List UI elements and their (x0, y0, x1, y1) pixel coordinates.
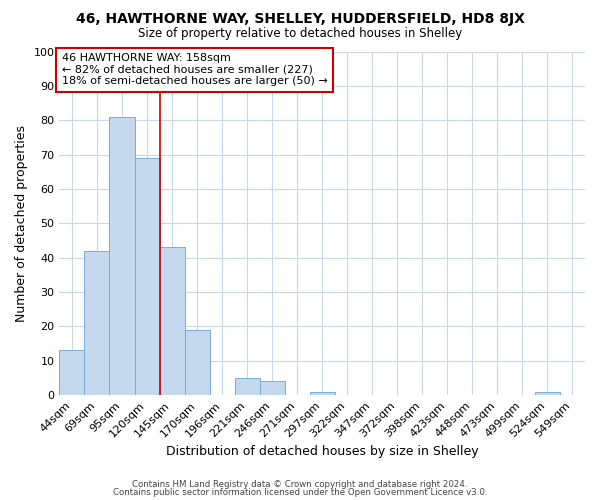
Bar (134, 158, 160, 395)
Text: Contains HM Land Registry data © Crown copyright and database right 2024.: Contains HM Land Registry data © Crown c… (132, 480, 468, 489)
Text: Contains public sector information licensed under the Open Government Licence v3: Contains public sector information licen… (113, 488, 487, 497)
Text: 46 HAWTHORNE WAY: 158sqm
← 82% of detached houses are smaller (227)
18% of semi-: 46 HAWTHORNE WAY: 158sqm ← 82% of detach… (62, 53, 328, 86)
Text: Size of property relative to detached houses in Shelley: Size of property relative to detached ho… (138, 28, 462, 40)
X-axis label: Distribution of detached houses by size in Shelley: Distribution of detached houses by size … (166, 444, 479, 458)
Text: 46, HAWTHORNE WAY, SHELLEY, HUDDERSFIELD, HD8 8JX: 46, HAWTHORNE WAY, SHELLEY, HUDDERSFIELD… (76, 12, 524, 26)
Bar (260, 382, 284, 395)
Bar (109, 117, 134, 395)
Bar (535, 392, 560, 395)
Y-axis label: Number of detached properties: Number of detached properties (15, 125, 28, 322)
Bar (185, 330, 209, 395)
Bar (310, 392, 335, 395)
Bar (59, 350, 85, 395)
Bar (85, 251, 109, 395)
Bar (160, 248, 185, 395)
Bar (235, 378, 260, 395)
